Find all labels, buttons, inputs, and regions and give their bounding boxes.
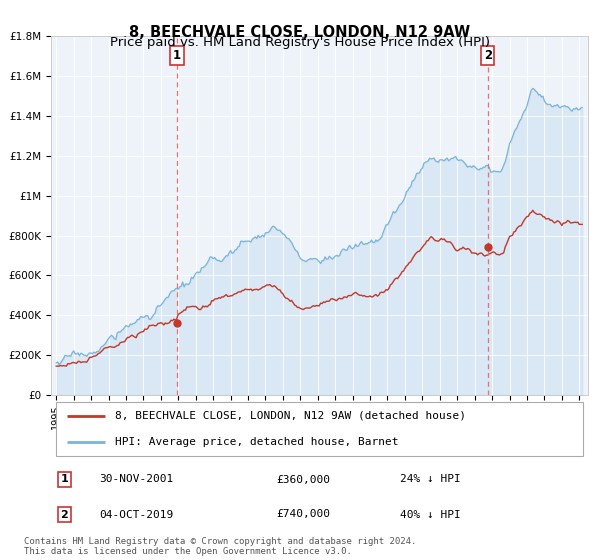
FancyBboxPatch shape	[56, 402, 583, 456]
Text: £740,000: £740,000	[277, 510, 331, 520]
Text: HPI: Average price, detached house, Barnet: HPI: Average price, detached house, Barn…	[115, 437, 399, 447]
Text: 04-OCT-2019: 04-OCT-2019	[100, 510, 173, 520]
Text: 1: 1	[173, 49, 181, 62]
Text: 8, BEECHVALE CLOSE, LONDON, N12 9AW: 8, BEECHVALE CLOSE, LONDON, N12 9AW	[130, 25, 470, 40]
Text: 8, BEECHVALE CLOSE, LONDON, N12 9AW (detached house): 8, BEECHVALE CLOSE, LONDON, N12 9AW (det…	[115, 410, 466, 421]
Text: Contains HM Land Registry data © Crown copyright and database right 2024.
This d: Contains HM Land Registry data © Crown c…	[23, 536, 416, 556]
Text: 1: 1	[61, 474, 68, 484]
Text: 2: 2	[61, 510, 68, 520]
Text: 40% ↓ HPI: 40% ↓ HPI	[400, 510, 461, 520]
Text: 2: 2	[484, 49, 492, 62]
Text: Price paid vs. HM Land Registry's House Price Index (HPI): Price paid vs. HM Land Registry's House …	[110, 36, 490, 49]
Text: £360,000: £360,000	[277, 474, 331, 484]
Text: 24% ↓ HPI: 24% ↓ HPI	[400, 474, 461, 484]
Text: 30-NOV-2001: 30-NOV-2001	[100, 474, 173, 484]
